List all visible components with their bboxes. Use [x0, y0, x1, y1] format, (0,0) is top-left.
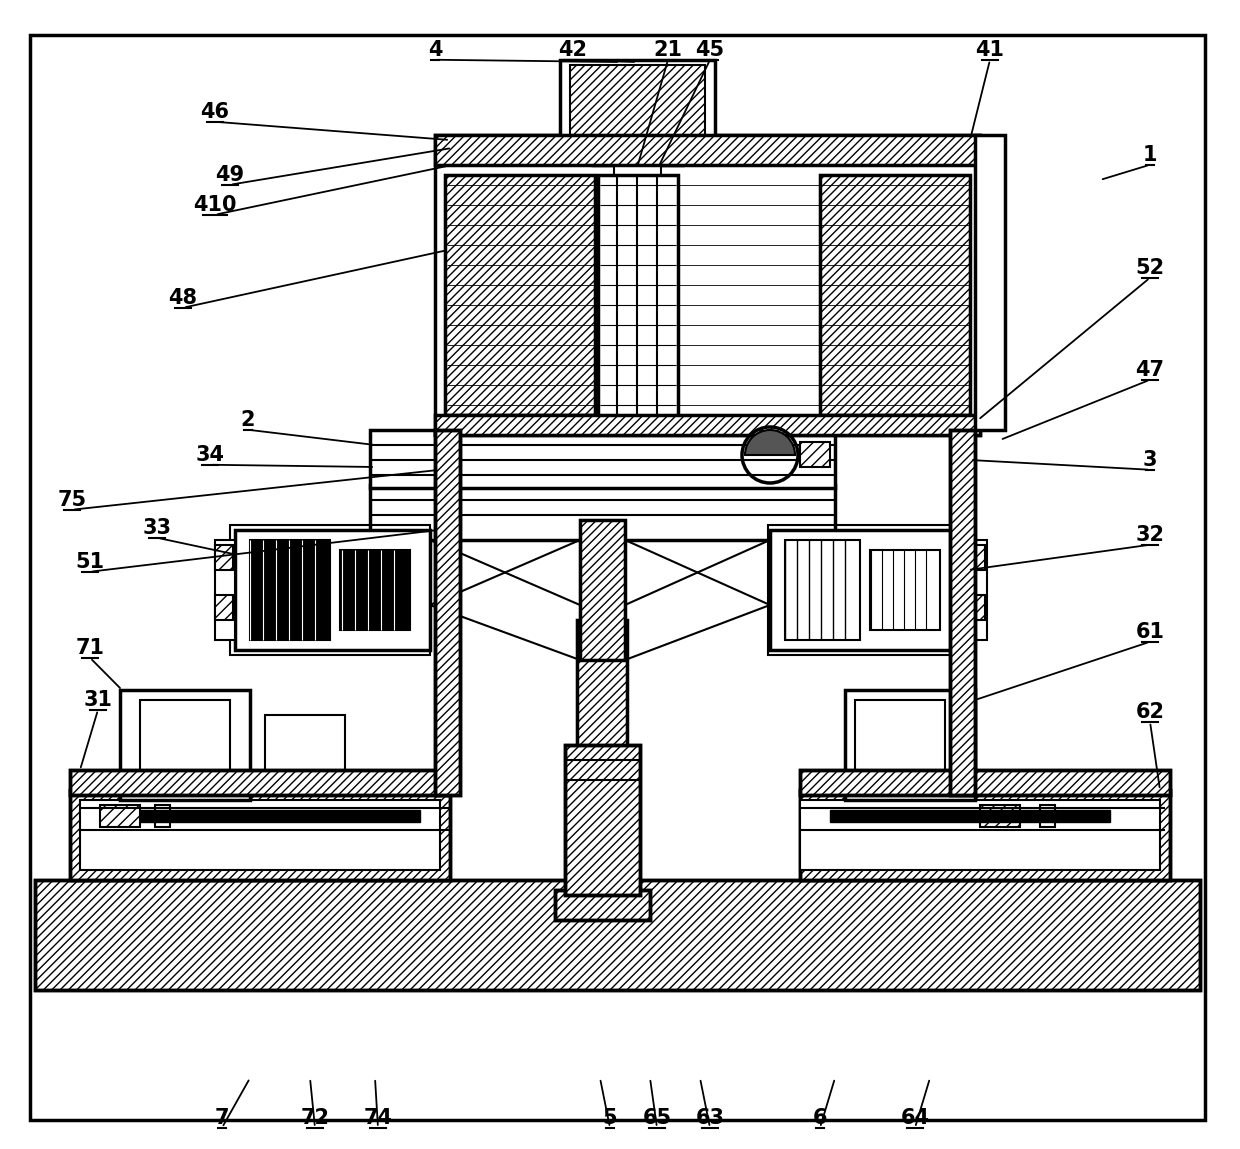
Text: 62: 62 [1136, 702, 1164, 722]
Bar [950, 430, 975, 795]
Bar [155, 805, 170, 827]
Bar [435, 415, 980, 435]
Text: 45: 45 [696, 40, 724, 60]
Text: 48: 48 [169, 288, 197, 308]
Text: 32: 32 [1136, 525, 1164, 545]
Bar [1040, 805, 1055, 827]
Bar [435, 430, 460, 795]
Bar [800, 800, 1159, 870]
Bar [800, 770, 1171, 795]
Bar [69, 791, 450, 880]
Bar [140, 810, 420, 822]
Bar [265, 715, 345, 780]
Bar [785, 540, 861, 640]
Text: 61: 61 [1136, 622, 1164, 642]
Bar [967, 540, 987, 640]
Text: 41: 41 [976, 40, 1004, 60]
Bar [975, 134, 1004, 430]
Text: 31: 31 [83, 691, 113, 710]
Text: 1: 1 [1143, 145, 1157, 165]
Text: 52: 52 [1136, 259, 1164, 278]
Bar [370, 430, 835, 488]
Bar [967, 595, 985, 620]
Text: 49: 49 [216, 165, 244, 185]
Bar [844, 691, 975, 800]
Text: 72: 72 [300, 1108, 330, 1128]
Bar [340, 550, 410, 630]
Text: 7: 7 [215, 1108, 229, 1128]
Text: 34: 34 [196, 445, 224, 465]
Bar [215, 595, 233, 620]
Bar [580, 520, 625, 660]
Text: 3: 3 [1143, 450, 1157, 470]
Bar [598, 175, 678, 421]
Bar [35, 880, 1200, 990]
Bar [800, 770, 1171, 795]
Bar [820, 175, 970, 415]
Bar [215, 540, 236, 640]
Text: 33: 33 [143, 518, 171, 538]
Text: 51: 51 [76, 552, 104, 572]
Bar [820, 175, 970, 415]
Bar [577, 620, 627, 895]
Bar [81, 800, 440, 870]
Bar [69, 770, 450, 795]
Bar [967, 545, 985, 570]
Bar [800, 791, 1171, 880]
Bar [577, 620, 627, 895]
Text: 74: 74 [363, 1108, 393, 1128]
Bar [800, 442, 830, 466]
Bar [614, 165, 661, 200]
Bar [435, 134, 980, 165]
Bar [120, 691, 250, 800]
Text: 4: 4 [428, 40, 443, 60]
Bar [870, 550, 940, 630]
Bar [830, 810, 1110, 822]
Bar [950, 430, 975, 795]
Bar [556, 890, 650, 920]
Text: 64: 64 [900, 1108, 930, 1128]
Text: 47: 47 [1136, 360, 1164, 380]
Bar [800, 791, 1171, 880]
Bar [35, 880, 1200, 990]
Bar [768, 525, 968, 655]
Bar [100, 805, 140, 827]
Bar [445, 175, 595, 415]
Text: 46: 46 [201, 102, 229, 122]
Bar [560, 60, 715, 140]
Text: 6: 6 [812, 1108, 827, 1128]
Bar [445, 175, 595, 415]
Wedge shape [745, 430, 795, 455]
Bar [580, 520, 625, 660]
Bar [556, 890, 650, 920]
Bar [565, 745, 640, 895]
Bar [370, 485, 835, 540]
Bar [570, 65, 706, 134]
Bar [435, 134, 980, 435]
Text: 71: 71 [76, 638, 104, 658]
Bar [980, 805, 1021, 827]
Text: 21: 21 [653, 40, 682, 60]
Text: 63: 63 [696, 1108, 724, 1128]
Text: 410: 410 [193, 195, 237, 215]
Bar [435, 134, 980, 165]
Bar [435, 415, 980, 435]
Bar [140, 700, 229, 791]
Bar [215, 545, 233, 570]
Bar [250, 540, 330, 640]
Text: 2: 2 [241, 410, 255, 430]
Bar [69, 791, 450, 880]
Bar [590, 200, 615, 620]
Text: 42: 42 [558, 40, 588, 60]
Bar [236, 530, 430, 650]
Bar [435, 430, 460, 795]
Bar [856, 700, 945, 791]
Bar [229, 525, 430, 655]
Bar [565, 745, 640, 895]
Text: 75: 75 [57, 489, 87, 510]
Bar [69, 770, 450, 795]
Text: 65: 65 [642, 1108, 672, 1128]
Bar [770, 530, 965, 650]
Text: 5: 5 [603, 1108, 618, 1128]
